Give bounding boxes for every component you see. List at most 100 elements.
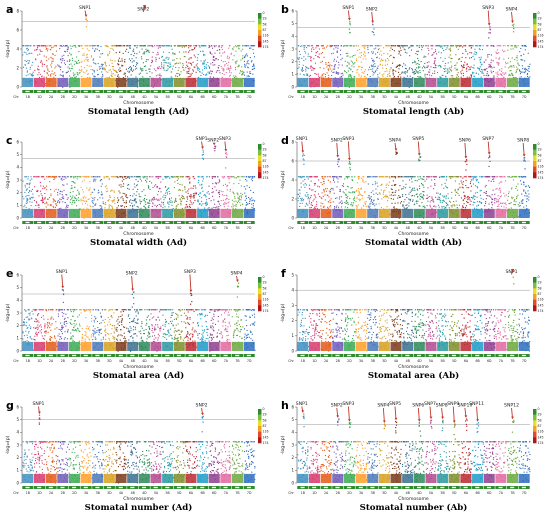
- point: [512, 76, 514, 79]
- point: [417, 195, 419, 198]
- point: [462, 67, 464, 69]
- point: [466, 64, 468, 66]
- point: [487, 54, 489, 56]
- point: [160, 67, 162, 70]
- point: [87, 198, 89, 201]
- point: [393, 184, 396, 186]
- point: [26, 183, 28, 185]
- point: [95, 178, 97, 180]
- point: [399, 47, 402, 49]
- point: [225, 198, 227, 200]
- point: [195, 45, 197, 47]
- point: [129, 45, 131, 47]
- point: [417, 67, 419, 69]
- point: [360, 75, 362, 77]
- point: [435, 196, 437, 198]
- point: [351, 179, 353, 181]
- point: [492, 45, 494, 47]
- point: [181, 184, 183, 186]
- point: [163, 66, 165, 68]
- point: [422, 191, 424, 193]
- point: [93, 70, 95, 72]
- point: [237, 197, 239, 199]
- point: [158, 176, 160, 178]
- point: [526, 74, 528, 76]
- point: [459, 186, 461, 188]
- point: [218, 49, 220, 51]
- point: [457, 45, 459, 47]
- point: [38, 76, 41, 78]
- chromosome-points-2A: [320, 45, 333, 87]
- point: [24, 186, 26, 188]
- point: [234, 205, 236, 207]
- point: [251, 178, 253, 180]
- point: [385, 184, 387, 186]
- snp-arrow: [511, 11, 513, 23]
- point: [456, 204, 458, 206]
- point: [59, 176, 61, 178]
- point: [510, 69, 512, 72]
- point: [307, 75, 309, 77]
- point: [323, 183, 325, 185]
- point: [251, 176, 253, 178]
- point: [100, 179, 102, 181]
- point: [306, 176, 308, 178]
- legend-tick: 174: [538, 45, 544, 49]
- point: [117, 45, 120, 47]
- point: [60, 207, 62, 209]
- point: [434, 183, 436, 185]
- point: [74, 45, 76, 47]
- point: [112, 201, 114, 203]
- point: [352, 63, 354, 65]
- point: [112, 176, 114, 178]
- point: [439, 196, 441, 198]
- point: [163, 204, 165, 206]
- point: [64, 45, 66, 47]
- point: [112, 65, 115, 68]
- chromosome-points-4D: [138, 176, 151, 218]
- point: [46, 202, 48, 204]
- point: [177, 45, 179, 47]
- point: [438, 51, 440, 53]
- point: [136, 185, 138, 187]
- point: [83, 200, 85, 202]
- point: [485, 75, 487, 77]
- point: [395, 66, 397, 68]
- point: [103, 176, 105, 178]
- point: [498, 52, 500, 54]
- point: [182, 176, 185, 178]
- point: [69, 52, 71, 54]
- point: [29, 68, 31, 70]
- point: [198, 71, 201, 73]
- point: [399, 196, 401, 198]
- point: [26, 202, 28, 204]
- point: [357, 45, 360, 47]
- point: [337, 45, 340, 47]
- point: [253, 208, 255, 210]
- point: [97, 199, 99, 201]
- point: [55, 74, 57, 77]
- point: [175, 176, 178, 178]
- point: [504, 45, 506, 47]
- point: [405, 183, 407, 185]
- point: [404, 208, 406, 210]
- point: [394, 184, 396, 186]
- point: [441, 47, 444, 49]
- point: [178, 195, 180, 197]
- point: [69, 45, 71, 47]
- point: [229, 75, 231, 77]
- point: [120, 205, 122, 207]
- point: [457, 188, 459, 190]
- point: [332, 45, 334, 47]
- point: [244, 199, 246, 201]
- point: [412, 187, 414, 189]
- point: [363, 70, 365, 72]
- point: [402, 188, 404, 190]
- point: [235, 76, 237, 78]
- point: [350, 60, 352, 62]
- peak-point: [395, 151, 397, 153]
- point: [228, 56, 230, 58]
- point: [321, 176, 323, 178]
- point: [441, 205, 443, 208]
- point: [413, 176, 415, 178]
